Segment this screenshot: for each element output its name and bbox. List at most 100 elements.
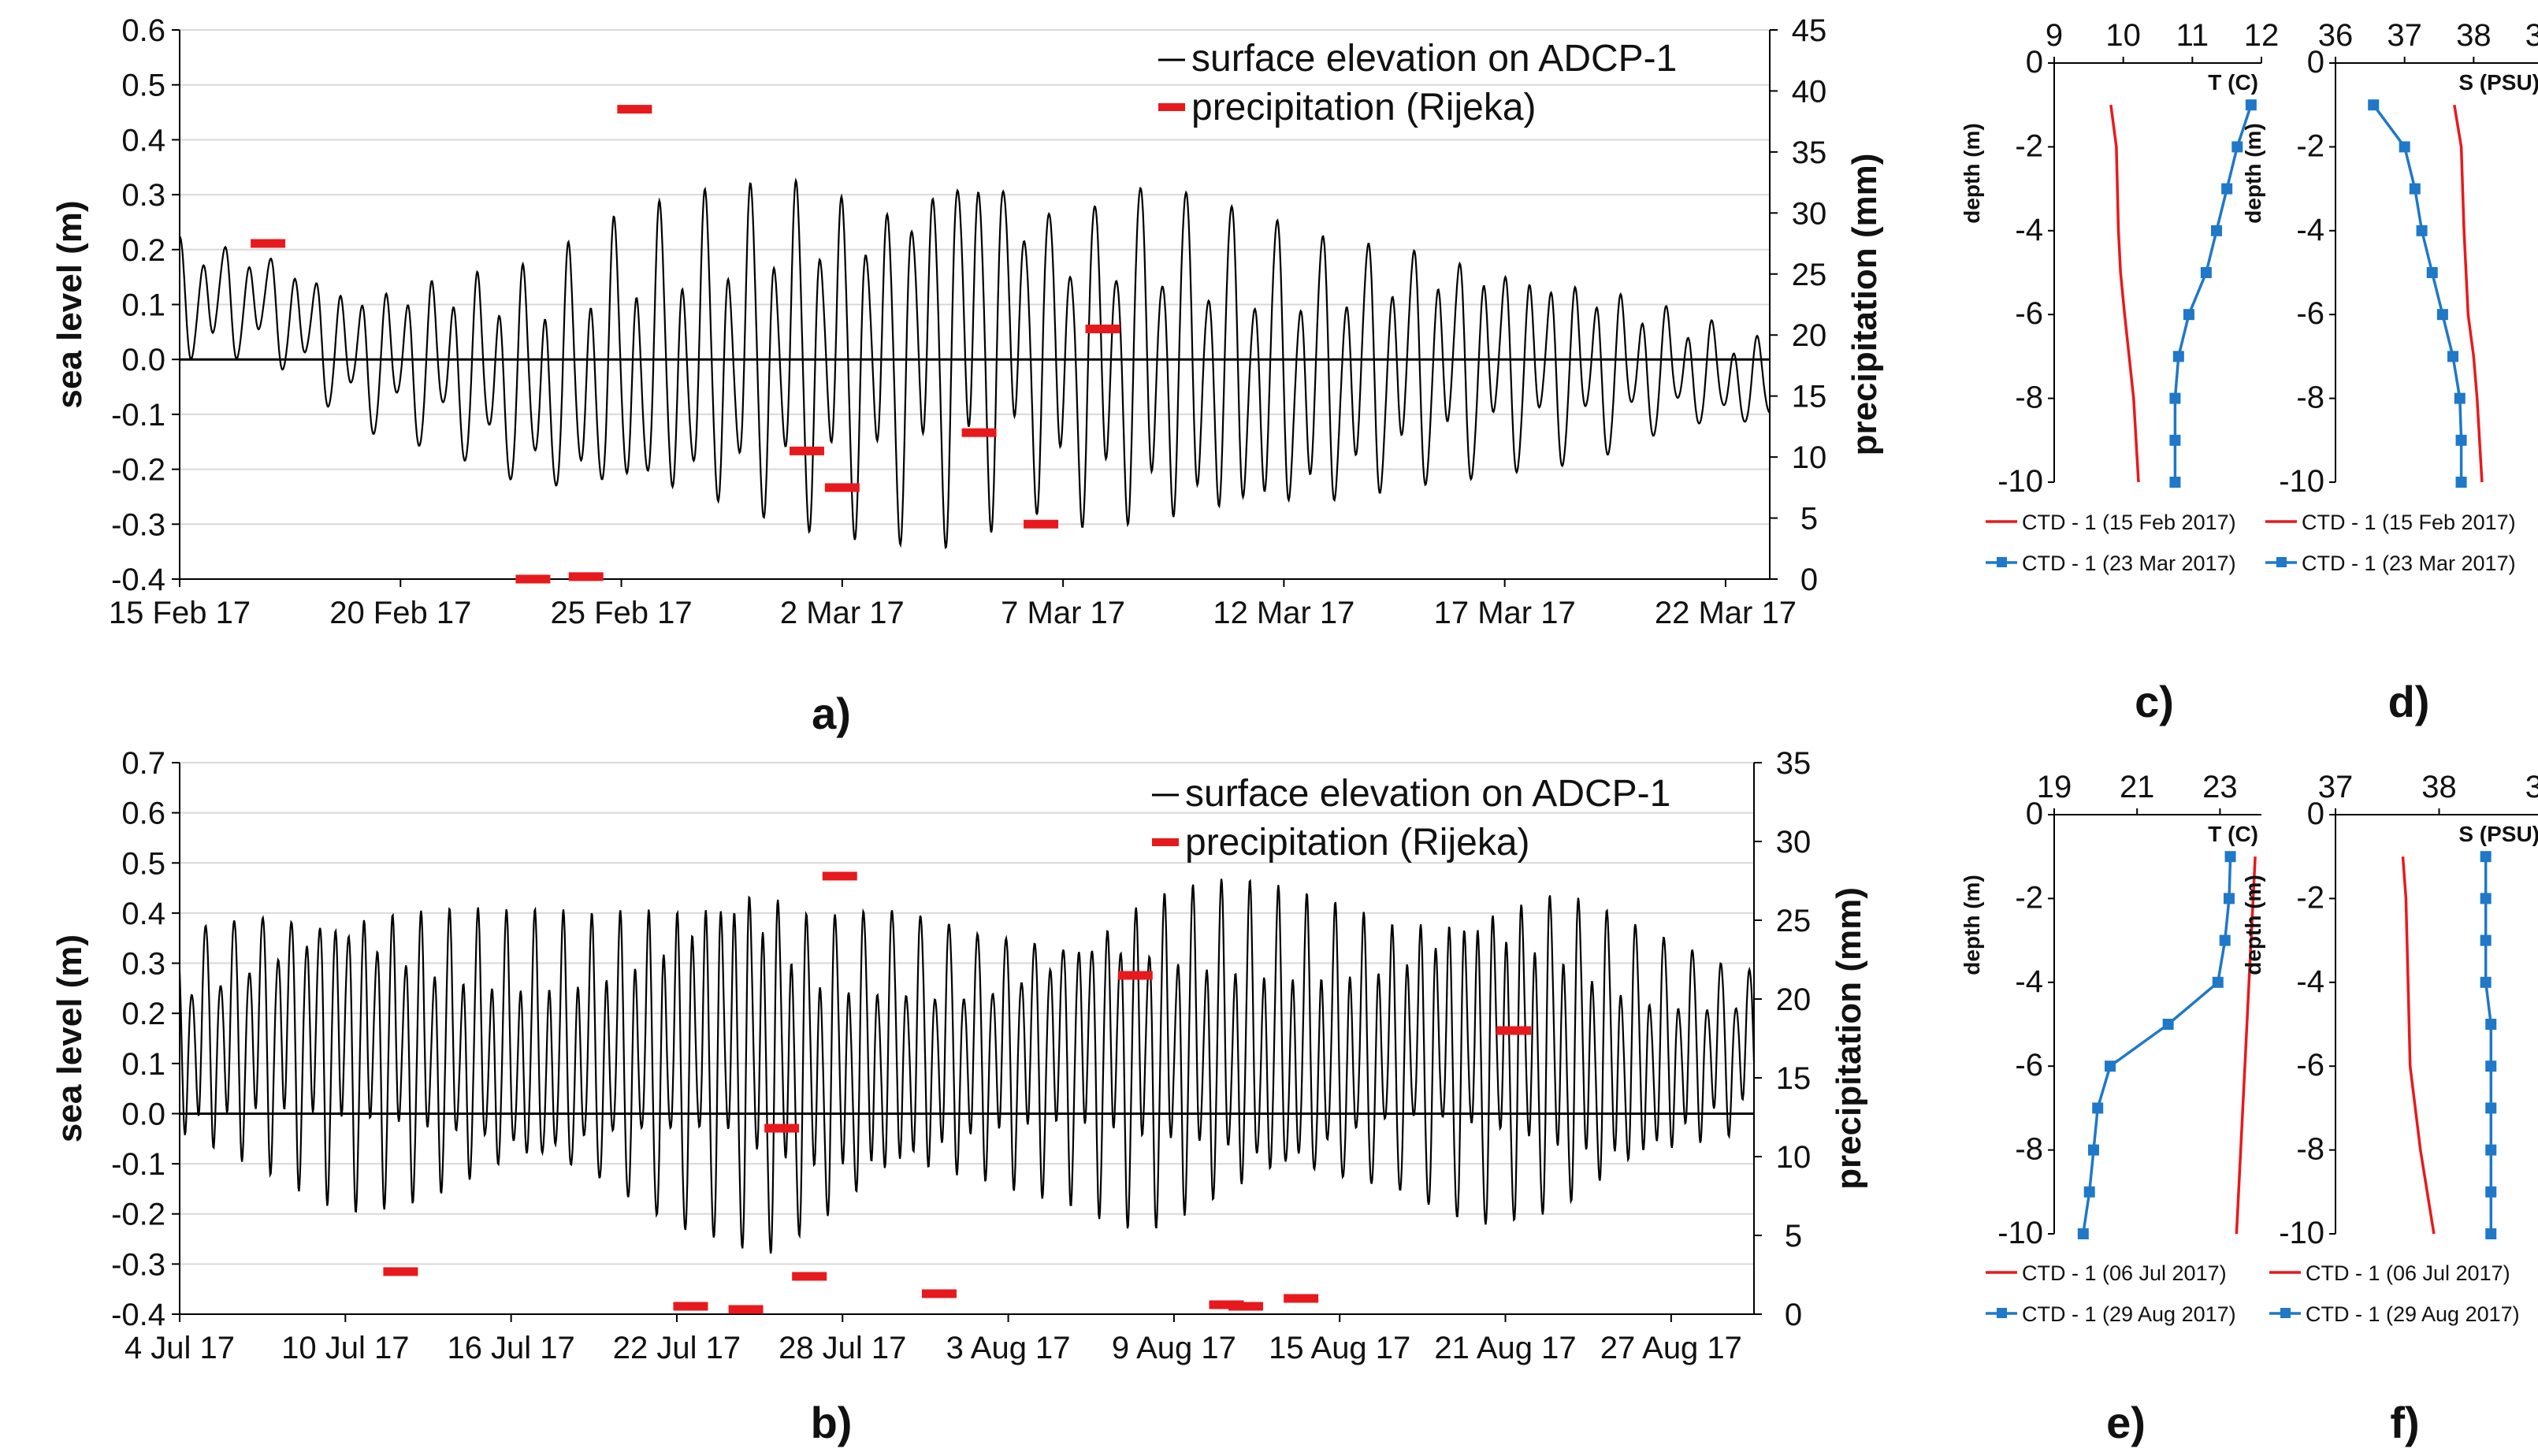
legend-marker xyxy=(1997,557,2007,567)
profile-line xyxy=(2173,104,2253,482)
profile-marker xyxy=(2485,1186,2497,1198)
y-tick-label: -2 xyxy=(2015,880,2043,915)
y-tick-label: -6 xyxy=(2296,296,2324,331)
y-tick-label: 0 xyxy=(2026,45,2043,80)
profile-marker xyxy=(2092,1102,2104,1114)
x-tick-label: 37 xyxy=(2318,770,2354,804)
x-tick-label: 12 Mar 17 xyxy=(1213,596,1354,630)
profile-marker xyxy=(2426,267,2438,278)
x-tick-label: 21 xyxy=(2120,770,2155,804)
y-axis-label: depth (m) xyxy=(2241,123,2265,224)
y2-tick-label: 10 xyxy=(1776,1140,1812,1175)
profile-line xyxy=(2235,856,2257,1235)
profile-marker xyxy=(2455,434,2467,446)
y-tick-label: 0.5 xyxy=(121,69,165,103)
profile-marker xyxy=(2200,267,2212,278)
profile-marker xyxy=(2480,934,2492,946)
legend-label: CTD - 1 (23 Mar 2017) xyxy=(2302,552,2516,575)
x-tick-label: 12 xyxy=(2244,18,2280,53)
x-tick-label: 20 Feb 17 xyxy=(329,596,471,630)
legend-label: CTD - 1 (29 Aug 2017) xyxy=(2022,1302,2236,1326)
y2-tick-label: 0 xyxy=(1800,563,1818,597)
variable-label: S (PSU) xyxy=(2458,70,2538,95)
y-tick-label: -2 xyxy=(2015,128,2043,163)
profile-line xyxy=(2372,104,2463,482)
y-tick-label: -2 xyxy=(2296,128,2324,163)
y-tick-label: -0.2 xyxy=(111,1198,165,1232)
x-tick-label: 38 xyxy=(2421,770,2457,804)
panel-label: e) xyxy=(2106,1398,2146,1447)
profile-marker xyxy=(2480,893,2492,904)
panel-label: c) xyxy=(2135,677,2174,726)
y-tick-label: -6 xyxy=(2015,296,2043,331)
x-tick-label: 16 Jul 17 xyxy=(447,1331,574,1365)
legend-label: precipitation (Rijeka) xyxy=(1191,87,1537,128)
profile-marker xyxy=(2105,1060,2116,1072)
profile-marker xyxy=(2245,99,2257,111)
profile-marker xyxy=(2409,183,2421,195)
y2-tick-label: 5 xyxy=(1785,1219,1802,1254)
y-tick-label: 0.3 xyxy=(121,947,165,982)
y-tick-label: -0.4 xyxy=(111,1298,165,1332)
profile-marker xyxy=(2087,1144,2099,1156)
panel-e: 0 -2 -4 -6 -8 -10 19 21 23 T (C) depth (m) CTD - 1 … xyxy=(1960,770,2261,1447)
profile-marker xyxy=(2485,1228,2497,1239)
profile-marker xyxy=(2223,893,2235,904)
profile-marker xyxy=(2485,1102,2497,1114)
legend-label: CTD - 1 (06 Jul 2017) xyxy=(2022,1261,2227,1285)
y-tick-label: 0.3 xyxy=(121,178,165,213)
panel-label: b) xyxy=(811,1398,853,1447)
y-tick-label: -10 xyxy=(1997,464,2043,499)
y-tick-label: 0.4 xyxy=(121,123,165,158)
x-tick-label: 22 Jul 17 xyxy=(613,1331,741,1365)
y-tick-label: -0.3 xyxy=(111,507,165,542)
y-tick-label: 0 xyxy=(2026,797,2043,831)
y-tick-label: 0 xyxy=(2307,45,2324,80)
y-tick-label: 0.1 xyxy=(121,1047,165,1082)
profile-marker xyxy=(2447,351,2459,362)
x-tick-label: 36 xyxy=(2318,18,2354,53)
profile-marker xyxy=(2077,1228,2089,1239)
legend-label: CTD - 1 (29 Aug 2017) xyxy=(2306,1302,2520,1326)
x-tick-label: 39 xyxy=(2525,18,2538,53)
profile-marker xyxy=(2485,1019,2497,1030)
y-tick-label: -6 xyxy=(2015,1048,2043,1083)
y2-tick-label: 5 xyxy=(1800,502,1818,537)
y-tick-label: 0.0 xyxy=(121,343,165,377)
x-tick-label: 2 Mar 17 xyxy=(780,596,905,630)
profile-marker xyxy=(2368,99,2380,111)
profile-marker xyxy=(2485,1144,2497,1156)
x-tick-label: 37 xyxy=(2387,18,2422,53)
x-tick-label: 19 xyxy=(2037,770,2072,804)
y2-tick-label: 40 xyxy=(1792,74,1827,109)
y2-axis-label: precipitation (mm) xyxy=(1830,887,1868,1190)
panel-b: 0.7 0.6 0.5 0.4 0.3 0.2 0.1 0.0 -0.1 -0.2 -0.3 -0.4… xyxy=(50,746,1868,1447)
profile-marker xyxy=(2219,934,2231,946)
panel-c: 0 -2 -4 -6 -8 -10 9 10 11 12 T (C) depth (m) CTD - 1… xyxy=(1960,18,2279,726)
y2-tick-label: 30 xyxy=(1792,196,1827,231)
legend-marker xyxy=(1997,1308,2007,1318)
legend-label: CTD - 1 (15 Feb 2017) xyxy=(2302,511,2516,534)
x-tick-label: 10 xyxy=(2105,18,2141,53)
y-tick-label: 0 xyxy=(2307,797,2324,831)
y-tick-label: -8 xyxy=(2296,1132,2324,1167)
profile-marker xyxy=(2416,225,2428,236)
y2-tick-label: 15 xyxy=(1776,1061,1812,1096)
y-tick-label: -4 xyxy=(2296,213,2324,247)
y2-tick-label: 35 xyxy=(1776,746,1812,781)
profile-line xyxy=(2484,856,2493,1234)
panel-label: f) xyxy=(2390,1398,2419,1447)
profile-marker xyxy=(2231,141,2243,153)
sea-level-line xyxy=(179,177,1771,550)
y-tick-label: -4 xyxy=(2015,964,2043,999)
x-tick-label: 23 xyxy=(2202,770,2238,804)
x-tick-label: 9 xyxy=(2046,18,2063,53)
profile-line xyxy=(2453,104,2484,483)
profile-marker xyxy=(2221,183,2233,195)
y-tick-label: -0.2 xyxy=(111,453,165,488)
profile-marker xyxy=(2480,851,2492,863)
y-tick-label: 0.6 xyxy=(121,797,165,831)
x-tick-label: 15 Feb 17 xyxy=(109,596,251,630)
y-tick-label: 0.2 xyxy=(121,997,165,1031)
